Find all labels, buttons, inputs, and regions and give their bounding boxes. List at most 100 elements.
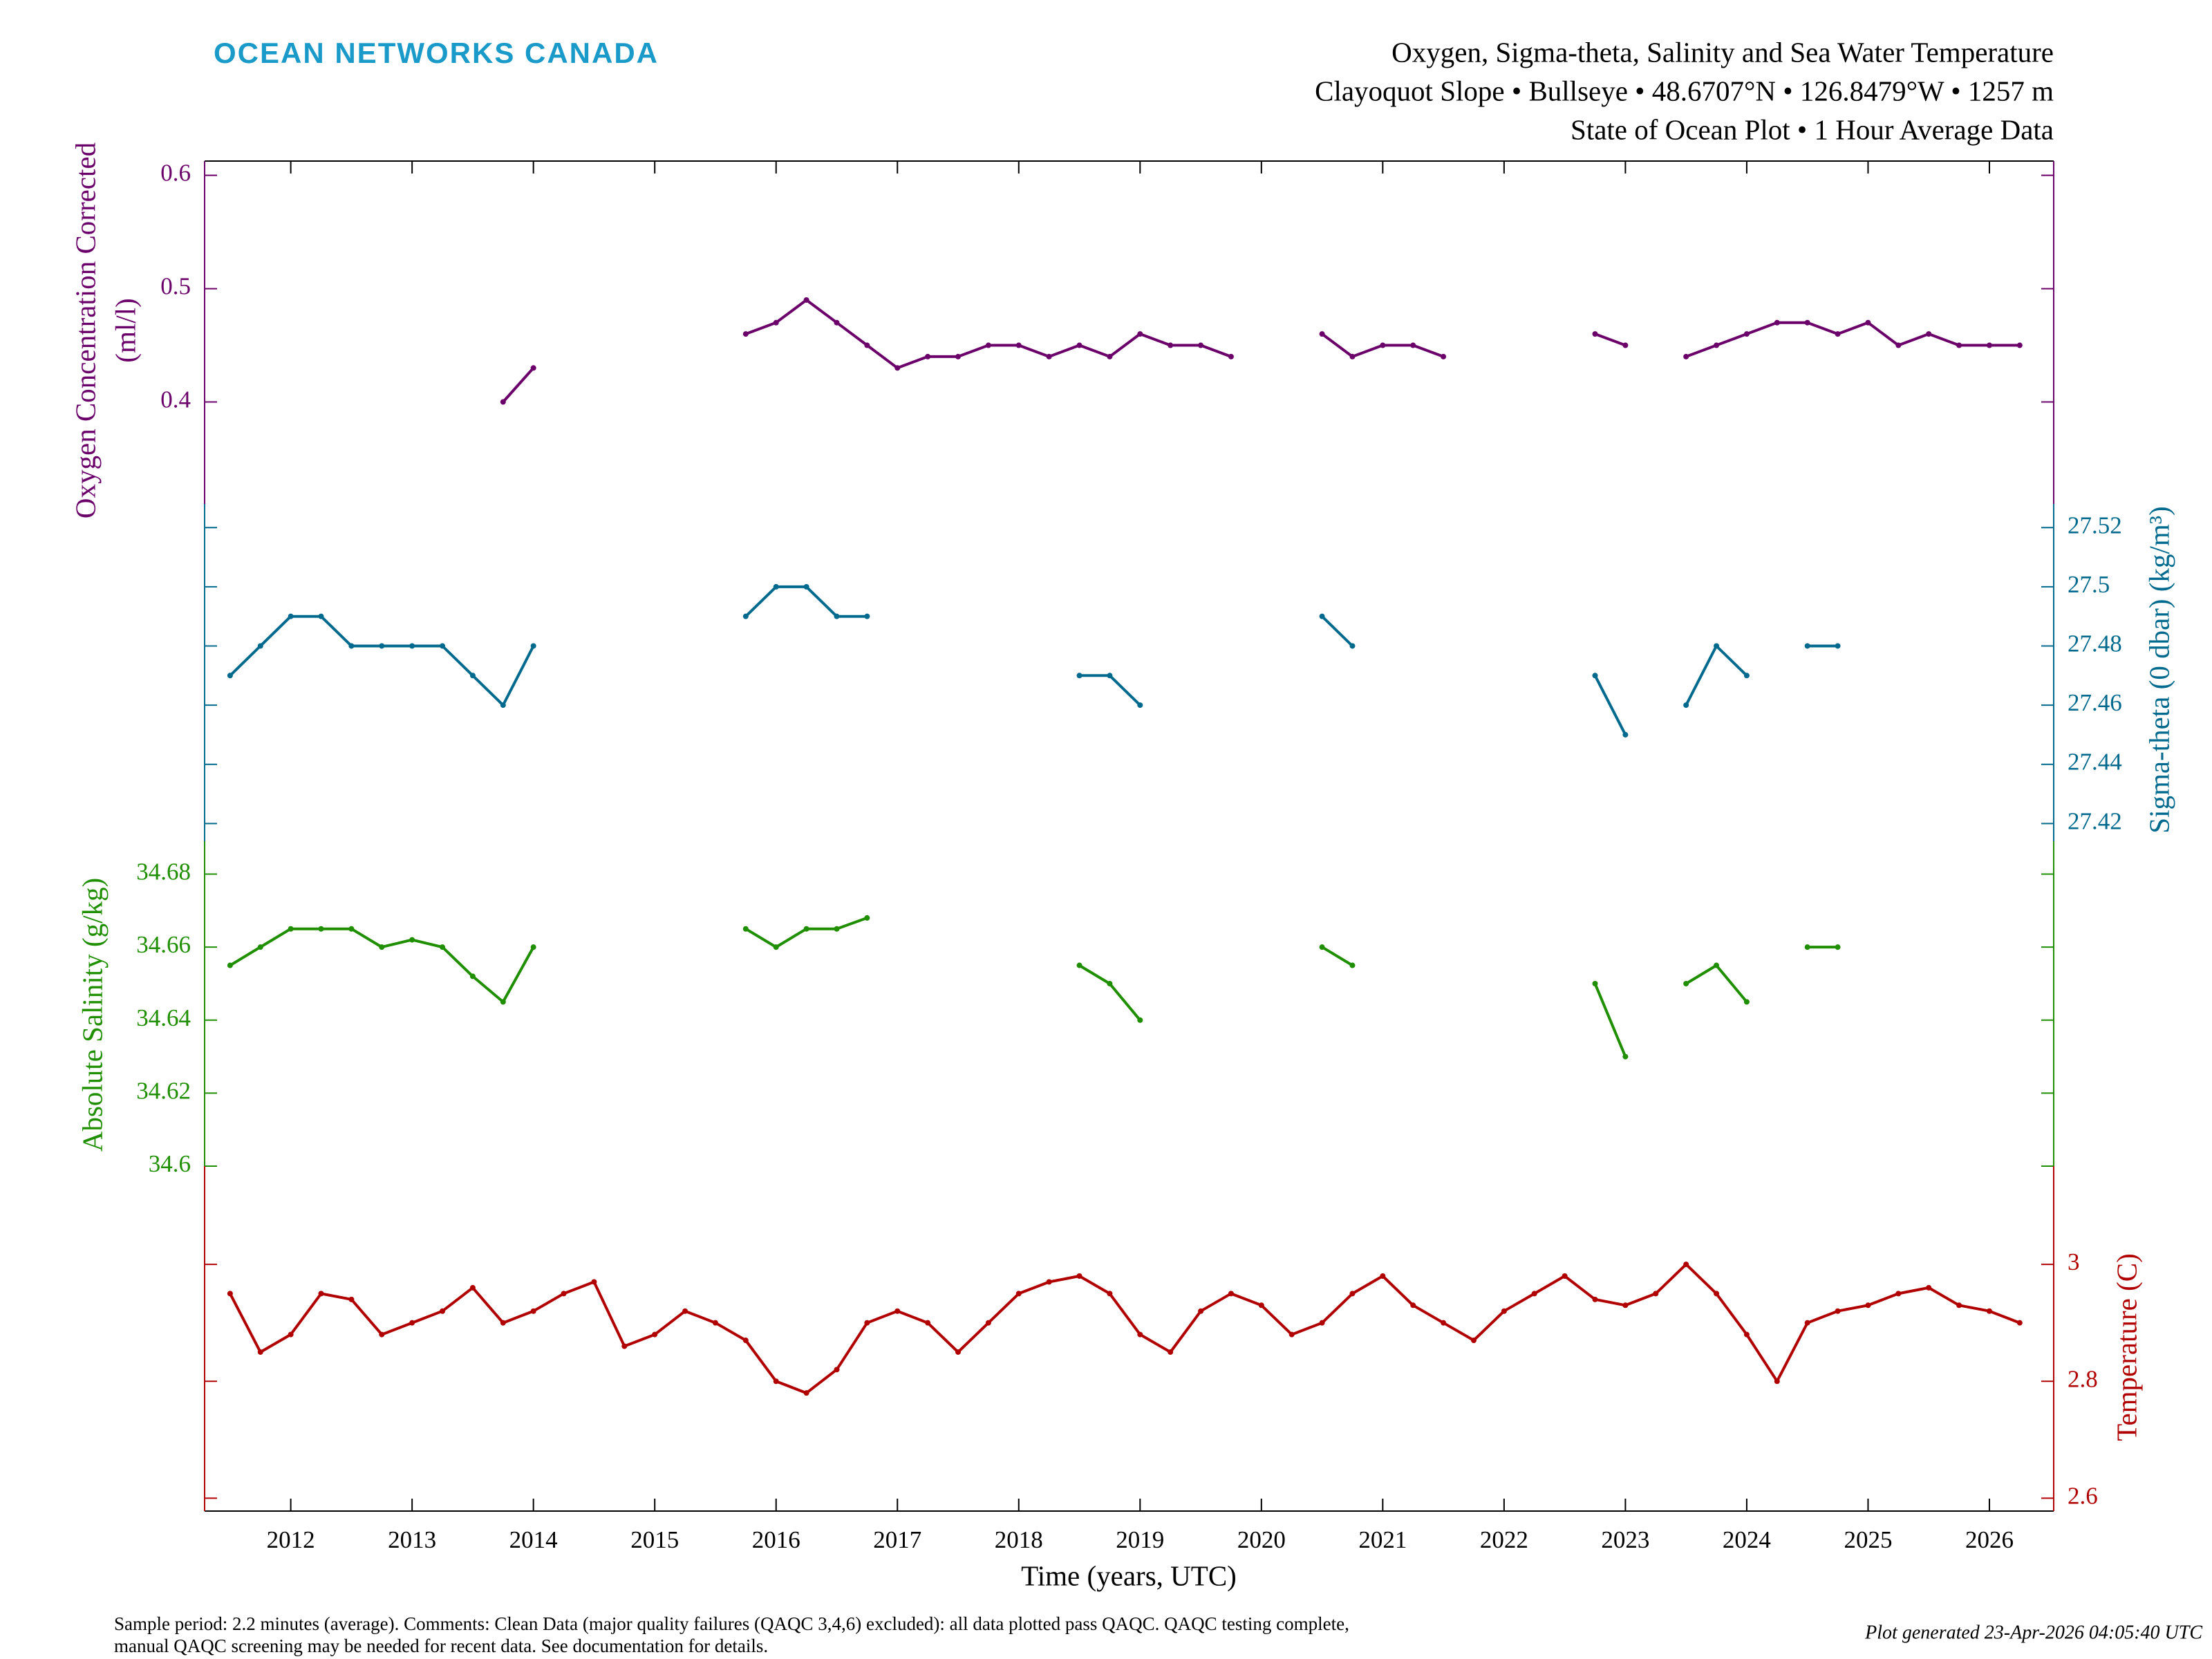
data-point <box>1349 643 1356 649</box>
data-point <box>379 1331 385 1338</box>
data-point <box>834 926 840 932</box>
data-point <box>561 1291 567 1297</box>
y-axis-label: Temperature (C) <box>2110 1253 2142 1441</box>
x-tick-label: 2017 <box>873 1526 921 1553</box>
data-point <box>1865 1302 1871 1309</box>
y-tick-label: 27.44 <box>2068 749 2122 776</box>
data-point <box>985 1320 991 1326</box>
x-tick-label: 2013 <box>388 1526 436 1553</box>
data-point <box>803 926 809 932</box>
chart-subtitle: State of Ocean Plot • 1 Hour Average Dat… <box>1571 113 2054 145</box>
data-point <box>1228 353 1234 359</box>
data-point <box>440 643 446 649</box>
data-point <box>742 1338 749 1344</box>
y-axis-label: Sigma-theta (0 dbar) (kg/m³) <box>2143 506 2175 833</box>
data-point <box>1349 962 1356 968</box>
data-point <box>1531 1291 1537 1297</box>
data-point <box>742 613 749 619</box>
data-point <box>409 643 415 649</box>
data-point <box>1986 1308 1992 1314</box>
data-point <box>1774 319 1780 326</box>
data-point <box>803 1390 809 1396</box>
data-point <box>1349 353 1356 359</box>
data-point <box>1895 1291 1902 1297</box>
data-point <box>1470 1338 1477 1344</box>
data-point <box>1288 1331 1295 1338</box>
x-tick-label: 2019 <box>1116 1526 1164 1553</box>
data-point <box>1410 1302 1416 1309</box>
y-tick-label: 27.42 <box>2068 807 2122 834</box>
data-point <box>1956 1302 1962 1309</box>
data-point <box>682 1308 688 1314</box>
data-point <box>1714 643 1720 649</box>
data-line <box>228 585 1839 736</box>
data-point <box>500 999 506 1005</box>
data-point <box>1683 702 1689 709</box>
data-point <box>712 1320 718 1326</box>
data-point <box>1410 342 1416 348</box>
y-tick-label: 27.48 <box>2068 630 2122 657</box>
data-point <box>318 613 324 619</box>
data-point <box>1349 1291 1356 1297</box>
data-point <box>1926 331 1932 337</box>
y-tick-label: 34.64 <box>136 1004 191 1031</box>
data-point <box>1956 342 1962 348</box>
data-point <box>379 944 385 950</box>
data-point <box>1441 353 1447 359</box>
x-tick-label: 2022 <box>1480 1526 1528 1553</box>
data-point <box>1076 1273 1082 1280</box>
data-point <box>1926 1284 1932 1291</box>
data-point <box>1198 1308 1204 1314</box>
data-point <box>530 944 536 950</box>
data-point <box>1046 353 1052 359</box>
data-point <box>1015 342 1022 348</box>
data-point <box>773 1378 779 1385</box>
data-point <box>1076 962 1082 968</box>
data-point <box>1198 342 1204 348</box>
data-point <box>1137 1331 1143 1338</box>
y-axis-label: Absolute Salinity (g/kg) <box>76 878 108 1152</box>
data-point <box>257 944 263 950</box>
y-tick-label: 2.6 <box>2068 1482 2098 1509</box>
data-point <box>894 1308 901 1314</box>
x-tick-label: 2021 <box>1358 1526 1407 1553</box>
x-tick-label: 2026 <box>1965 1526 2014 1553</box>
data-point <box>500 1320 506 1326</box>
data-point <box>469 1284 476 1291</box>
data-point <box>773 319 779 326</box>
x-tick-label: 2018 <box>995 1526 1043 1553</box>
y-tick-label: 0.4 <box>160 386 191 413</box>
data-point <box>864 1320 870 1326</box>
y-tick-label: 0.5 <box>160 273 191 300</box>
data-point <box>2016 1320 2023 1326</box>
data-point <box>925 1320 931 1326</box>
data-point <box>257 1349 263 1355</box>
data-point <box>1501 1308 1507 1314</box>
data-point <box>469 973 476 980</box>
data-point <box>1168 342 1174 348</box>
data-point <box>1076 673 1082 679</box>
data-point <box>1015 1291 1022 1297</box>
x-tick-label: 2023 <box>1601 1526 1649 1553</box>
data-point <box>1592 980 1598 986</box>
data-point <box>621 1343 628 1349</box>
data-point <box>1743 999 1750 1005</box>
data-point <box>1835 331 1841 337</box>
data-point <box>1804 944 1810 950</box>
data-point <box>1107 980 1113 986</box>
y-axis-label: Oxygen Concentration Corrected <box>69 142 101 518</box>
data-point <box>834 1367 840 1373</box>
data-point <box>1804 643 1810 649</box>
data-point <box>955 353 962 359</box>
data-point <box>742 331 749 337</box>
data-point <box>894 365 901 371</box>
data-point <box>1683 980 1689 986</box>
data-point <box>1137 702 1143 709</box>
generated-note: Plot generated 23-Apr-2026 04:05:40 UTC <box>1864 1622 2202 1643</box>
data-point <box>864 613 870 619</box>
y-tick-label: 34.66 <box>136 931 191 958</box>
data-point <box>1258 1302 1264 1309</box>
data-point <box>1714 342 1720 348</box>
data-point <box>1835 944 1841 950</box>
